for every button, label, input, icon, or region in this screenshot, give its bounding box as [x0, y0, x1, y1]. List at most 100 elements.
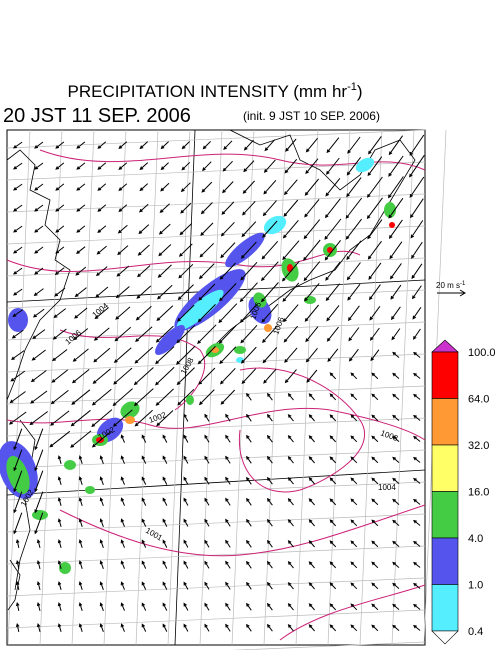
wind-arrow [13, 512, 23, 535]
wind-arrow [225, 455, 231, 464]
wind-arrow [139, 162, 149, 171]
wind-arrow [92, 368, 111, 384]
wind-arrow [346, 177, 362, 198]
wind-arrow [287, 603, 294, 611]
wind-arrow [141, 518, 147, 527]
wind-arrow [350, 498, 358, 506]
wind-arrow [55, 141, 65, 149]
wind-arrow [32, 329, 46, 340]
wind-arrow [371, 561, 379, 569]
wind-arrow [371, 477, 379, 485]
wind-arrow [51, 369, 69, 383]
wind-arrow [350, 393, 358, 401]
parallel [6, 225, 426, 245]
wind-arrow [413, 561, 421, 568]
wind-arrow [246, 392, 252, 401]
wind-arrow [225, 518, 231, 527]
wind-arrow [91, 388, 112, 406]
wind-arrow [367, 219, 383, 240]
wind-arrow [78, 623, 83, 632]
wind-arrow [283, 304, 299, 323]
wind-arrow [57, 560, 62, 569]
precip-cell [125, 416, 135, 424]
wind-arrow [371, 435, 379, 443]
wind-arrow [99, 518, 104, 527]
meridian [71, 129, 95, 646]
wind-arrow [243, 160, 255, 173]
wind-arrow [412, 307, 422, 320]
wind-arrow [266, 518, 273, 527]
wind-arrow [95, 286, 109, 298]
wind-arrow [94, 307, 109, 320]
isobar [59, 329, 206, 411]
wind-arrow [350, 456, 358, 464]
wind-arrow [240, 346, 257, 364]
wind-arrow [133, 388, 154, 407]
wind-arrow [12, 141, 23, 149]
wind-arrow [13, 449, 23, 472]
wind-arrow [91, 409, 113, 428]
wind-arrow [199, 242, 215, 258]
wind-arrow [241, 221, 257, 238]
wind-arrow [350, 414, 358, 422]
colorbar-under [431, 630, 459, 645]
title-exponent: -1 [347, 81, 357, 93]
wind-arrow [57, 455, 62, 464]
wind-arrow [350, 477, 358, 485]
wind-arrow [75, 266, 87, 276]
wind-arrow [391, 328, 401, 341]
reference-arrow [437, 289, 466, 297]
wind-arrow [413, 477, 421, 484]
wind-arrow [93, 327, 110, 341]
wind-arrow [326, 305, 340, 322]
wind-arrow [287, 498, 294, 506]
wind-arrow [120, 602, 125, 611]
wind-arrow [368, 136, 382, 155]
wind-arrow [137, 265, 151, 278]
wind-arrow [76, 183, 86, 191]
wind-arrow [162, 455, 168, 464]
wind-arrow [204, 455, 210, 464]
wind-arrow [219, 262, 236, 280]
colorbar-over [431, 339, 459, 353]
parallel [6, 481, 426, 501]
wind-arrow [50, 410, 70, 426]
wind-arrow [287, 435, 294, 443]
wind-arrow [388, 155, 404, 177]
wind-arrow [78, 455, 83, 464]
wind-arrow [179, 223, 193, 236]
wind-arrow [34, 225, 44, 233]
wind-arrow [55, 183, 65, 191]
wind-arrow [34, 204, 44, 212]
wind-arrow [266, 392, 273, 401]
wind-arrow [411, 241, 423, 259]
wind-arrow [11, 329, 24, 339]
wind-arrow [218, 324, 237, 344]
wind-arrow [95, 266, 108, 277]
wind-arrow [162, 623, 168, 632]
wind-arrow [135, 326, 153, 343]
wind-arrow [304, 304, 319, 322]
wind-arrow [197, 346, 216, 365]
wind-arrow [183, 476, 189, 485]
wind-arrow [287, 414, 294, 422]
precip-cell [32, 510, 48, 520]
wind-arrow [242, 180, 255, 194]
wind-arrow [204, 518, 210, 527]
wind-arrow [368, 262, 382, 281]
wind-arrow [282, 240, 300, 261]
wind-arrow [54, 287, 66, 297]
wind-arrow [308, 477, 315, 485]
parallel [6, 353, 426, 373]
precip-cell [327, 247, 333, 253]
wind-arrow [220, 242, 236, 259]
wind-arrow [204, 560, 210, 569]
wind-arrow [99, 560, 104, 569]
wind-arrow [308, 624, 315, 632]
wind-arrow [389, 241, 403, 260]
wind-arrow [99, 623, 104, 632]
wind-arrow [262, 220, 278, 238]
reference-label: 20 m s-1 [436, 281, 466, 290]
wind-arrow [240, 241, 257, 259]
wind-arrow [366, 197, 383, 220]
